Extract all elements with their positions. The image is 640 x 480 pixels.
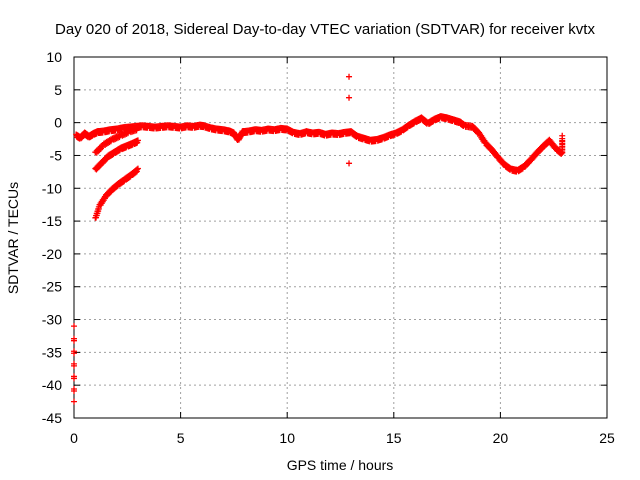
x-tick-label: 25 [599,430,615,446]
y-tick-label: -20 [42,246,62,262]
data-point [537,146,544,153]
data-point [113,183,120,190]
data-point [95,205,102,212]
x-tick-label: 0 [70,430,78,446]
y-tick-label: 10 [46,49,62,65]
y-tick-label: -10 [42,180,62,196]
data-point [107,189,114,196]
data-point [531,153,538,160]
data-point [71,388,77,395]
x-tick-label: 15 [386,430,402,446]
data-point [96,163,103,170]
data-point [134,137,141,144]
data-point [134,165,141,172]
data-point [71,337,77,344]
y-axis-label: SDTVAR / TECUs [5,182,21,294]
data-point [544,140,551,147]
data-point [102,156,109,163]
y-tick-label: -30 [42,312,62,328]
axis-ticks: 0 5 10 15 20 25 10 5 0 -5 -10 -15 -20 -25 -30 -35 -40 -45 [42,49,615,446]
series-early-curves [71,124,141,405]
data-point [115,147,122,154]
grid-lines [74,57,607,418]
data-point [71,398,77,405]
data-point [134,124,141,131]
data-point [525,160,532,167]
data-point [71,375,77,382]
y-tick-label: 5 [54,82,62,98]
chart-title: Day 020 of 2018, Sidereal Day-to-day VTE… [55,21,595,38]
y-tick-label: -40 [42,377,62,393]
data-point [71,362,77,369]
data-point [429,119,436,126]
y-tick-label: -25 [42,279,62,295]
x-axis-label: GPS time / hours [287,457,394,473]
data-point [132,169,139,176]
y-tick-label: -35 [42,344,62,360]
plot-frame [73,56,608,419]
x-tick-label: 10 [279,430,295,446]
data-point [346,73,353,80]
data-point [109,151,116,158]
y-tick-label: -15 [42,213,62,229]
y-tick-label: 0 [54,115,62,131]
data-point [518,166,525,173]
y-tick-label: -45 [42,410,62,426]
x-tick-label: 5 [177,430,185,446]
data-point [403,125,410,132]
data-point [71,350,77,357]
data-point [133,168,140,175]
data-point [346,94,353,101]
x-tick-label: 20 [493,430,509,446]
data-point [559,132,566,139]
y-tick-label: -5 [50,147,63,163]
data-point [346,160,353,167]
data-point [120,178,127,185]
series-outliers [346,73,353,167]
data-point [126,174,133,181]
data-point [409,120,416,127]
data-points [71,73,566,405]
data-point [71,323,77,330]
